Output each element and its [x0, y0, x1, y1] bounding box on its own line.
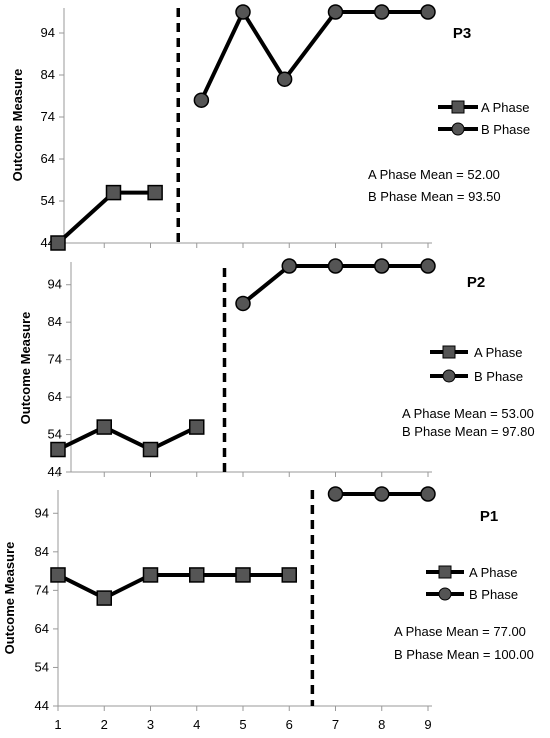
mean-annotation-b: B Phase Mean = 97.80	[402, 424, 535, 439]
data-point-b-phase	[420, 486, 436, 502]
y-tick-label: 54	[41, 193, 55, 208]
data-point-b-phase	[327, 258, 344, 274]
y-tick-label: 84	[41, 67, 55, 82]
y-tick-label: 94	[41, 25, 55, 40]
data-point-a-phase	[189, 419, 205, 435]
x-tick-label: 6	[286, 717, 293, 732]
data-point-a-phase	[50, 567, 66, 583]
y-tick-label: 64	[35, 621, 49, 636]
legend-label-b: B Phase	[481, 122, 530, 137]
y-tick-label: 54	[48, 427, 62, 442]
y-axis-label: Outcome Measure	[18, 312, 33, 425]
y-tick-label: 74	[41, 109, 55, 124]
y-tick-label: 84	[35, 544, 49, 559]
series-line-a-phase	[57, 572, 290, 601]
data-point-b-phase	[193, 92, 210, 108]
y-tick-label: 94	[35, 505, 49, 520]
legend-marker-a	[438, 565, 452, 579]
y-axis-label: Outcome Measure	[2, 542, 17, 655]
legend-marker-b	[442, 369, 456, 383]
data-point-b-phase	[276, 71, 293, 87]
data-point-b-phase	[420, 258, 436, 274]
legend-label-b: B Phase	[474, 369, 523, 384]
panel-title: P2	[467, 274, 485, 291]
data-point-a-phase	[50, 235, 66, 251]
legend: A Phase B Phase	[430, 345, 523, 384]
mean-annotation-b: B Phase Mean = 100.00	[394, 647, 534, 662]
y-tick-label: 64	[48, 389, 62, 404]
y-tick-label: 94	[48, 277, 62, 292]
legend-label-b: B Phase	[469, 587, 518, 602]
data-point-a-phase	[105, 184, 122, 201]
data-point-a-phase	[142, 567, 159, 583]
data-point-a-phase	[189, 567, 205, 583]
y-tick-label: 84	[48, 314, 62, 329]
y-tick-label: 54	[35, 659, 49, 674]
data-point-b-phase	[281, 258, 297, 274]
panel-p1: Outcome Measure P1 A Phase B Phase A Pha…	[2, 486, 534, 732]
y-tick-label: 64	[41, 151, 55, 166]
mean-annotation-a: A Phase Mean = 53.00	[402, 406, 534, 421]
y-axis-label: Outcome Measure	[10, 69, 25, 182]
data-point-a-phase	[235, 567, 251, 583]
x-tick-label: 5	[239, 717, 246, 732]
x-tick-label: 8	[378, 717, 385, 732]
data-point-a-phase	[96, 590, 112, 606]
data-point-b-phase	[327, 4, 344, 20]
panel-title: P1	[480, 508, 498, 525]
mean-annotation-b: B Phase Mean = 93.50	[368, 189, 501, 204]
legend-marker-a	[442, 345, 456, 359]
data-point-a-phase	[50, 441, 66, 458]
data-point-a-phase	[96, 419, 112, 435]
data-point-b-phase	[374, 486, 390, 502]
y-tick-label: 44	[48, 464, 62, 479]
x-tick-label: 3	[147, 717, 154, 732]
y-tick-label: 44	[35, 698, 49, 713]
panel-p3: Outcome Measure P3 A Phase B Phase A Pha…	[10, 4, 530, 251]
legend-label-a: A Phase	[481, 100, 529, 115]
legend: A Phase B Phase	[438, 100, 530, 137]
y-tick-label: 74	[35, 582, 49, 597]
legend-label-a: A Phase	[469, 565, 517, 580]
x-tick-label: 1	[54, 717, 61, 732]
legend-marker-a	[451, 100, 465, 114]
data-point-b-phase	[327, 486, 344, 502]
data-point-a-phase	[147, 184, 163, 201]
legend-marker-b	[451, 122, 465, 136]
mean-annotation-a: A Phase Mean = 52.00	[368, 167, 500, 182]
x-tick-label: 4	[193, 717, 200, 732]
series-line-b-phase	[199, 7, 428, 102]
y-tick-label: 74	[48, 352, 62, 367]
panel-p2: Outcome Measure P2 A Phase B Phase A Pha…	[18, 258, 535, 479]
data-point-a-phase	[281, 567, 297, 583]
legend-marker-b	[438, 587, 452, 601]
legend: A Phase B Phase	[426, 565, 518, 602]
mean-annotation-a: A Phase Mean = 77.00	[394, 624, 526, 639]
series-line-a-phase	[57, 424, 198, 452]
data-point-b-phase	[235, 4, 251, 20]
data-point-b-phase	[420, 4, 436, 20]
x-tick-label: 7	[332, 717, 339, 732]
data-point-b-phase	[374, 258, 390, 274]
panel-title: P3	[453, 25, 471, 42]
legend-label-a: A Phase	[474, 345, 522, 360]
x-tick-label: 9	[424, 717, 431, 732]
data-point-a-phase	[142, 441, 159, 458]
data-point-b-phase	[374, 4, 390, 20]
x-tick-label: 2	[101, 717, 108, 732]
data-point-b-phase	[235, 295, 251, 312]
